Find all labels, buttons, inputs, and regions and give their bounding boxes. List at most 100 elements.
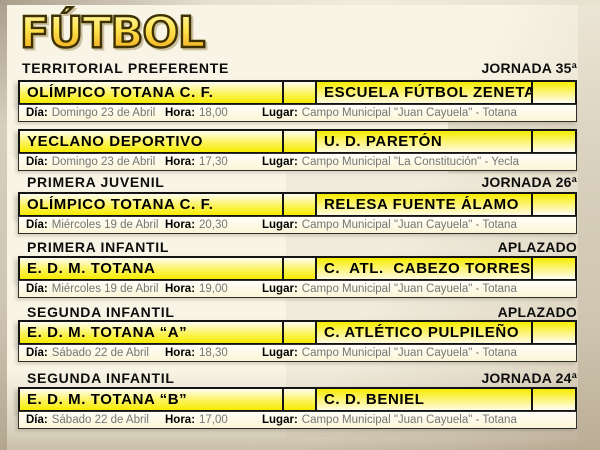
section-title: SEGUNDA INFANTIL (27, 304, 175, 320)
match-day: Día: Domingo 23 de Abril (26, 156, 165, 168)
match-info-row: Día: Sábado 22 de Abril Hora: 17,00 Luga… (18, 411, 577, 429)
match-day: Día: Miércoles 19 de Abril (26, 219, 165, 231)
away-team-cell: C. ATL. CABEZO TORRES (315, 258, 531, 279)
match-day: Día: Domingo 23 de Abril (26, 107, 165, 119)
section-tag: JORNADA 26ª (481, 174, 577, 190)
venue-value: Campo Municipal "Juan Cayuela" - Totana (301, 219, 517, 231)
away-team-cell: U. D. PARETÓN (315, 131, 531, 152)
day-value: Miércoles 19 de Abril (51, 219, 159, 231)
end-cell (531, 131, 575, 152)
time-value: 20,30 (199, 219, 228, 231)
divider-cell (282, 82, 315, 103)
day-value: Miércoles 19 de Abril (51, 283, 159, 295)
venue-value: Campo Municipal "Juan Cayuela" - Totana (301, 107, 517, 119)
match-venue: Lugar: Campo Municipal "Juan Cayuela" - … (262, 283, 576, 295)
time-label: Hora: (165, 414, 196, 426)
time-value: 19,00 (199, 283, 228, 295)
match-time: Hora: 19,00 (165, 283, 262, 295)
away-team-name: C. D. BENIEL (324, 391, 425, 408)
day-label: Día: (26, 347, 48, 359)
divider-cell (282, 194, 315, 215)
time-label: Hora: (165, 219, 196, 231)
day-value: Domingo 23 de Abril (51, 107, 156, 119)
match-info-row: Día: Domingo 23 de Abril Hora: 17,30 Lug… (18, 153, 577, 171)
away-team-name: ESCUELA FÚTBOL ZENETA (324, 84, 531, 101)
away-team-name: U. D. PARETÓN (324, 133, 443, 150)
day-value: Sábado 22 de Abril (51, 414, 149, 426)
home-team-name: OLÍMPICO TOTANA C. F. (27, 84, 214, 101)
time-label: Hora: (165, 347, 196, 359)
end-cell (531, 82, 575, 103)
venue-value: Campo Municipal "La Constitución" - Yecl… (301, 156, 519, 168)
match-venue: Lugar: Campo Municipal "La Constitución"… (262, 156, 576, 168)
day-label: Día: (26, 156, 48, 168)
away-team-cell: RELESA FUENTE ÁLAMO (315, 194, 531, 215)
venue-label: Lugar: (262, 283, 298, 295)
time-value: 17,30 (199, 156, 228, 168)
venue-value: Campo Municipal "Juan Cayuela" - Totana (301, 283, 517, 295)
home-team-name: YECLANO DEPORTIVO (27, 133, 204, 150)
away-team-cell: C. D. BENIEL (315, 389, 531, 410)
venue-label: Lugar: (262, 107, 298, 119)
day-label: Día: (26, 219, 48, 231)
section-title: SEGUNDA INFANTIL (27, 370, 175, 386)
section-heading: PRIMERA INFANTIL APLAZADO (22, 239, 577, 255)
home-team-cell: E. D. M. TOTANA “A” (20, 322, 282, 343)
home-team-cell: OLÍMPICO TOTANA C. F. (20, 82, 282, 103)
end-cell (531, 322, 575, 343)
match-row: OLÍMPICO TOTANA C. F. ESCUELA FÚTBOL ZEN… (18, 80, 577, 105)
section-tag: APLAZADO (497, 304, 577, 320)
away-team-cell: C. ATLÉTICO PULPILEÑO (315, 322, 531, 343)
match-row: YECLANO DEPORTIVO U. D. PARETÓN (18, 129, 577, 154)
time-label: Hora: (165, 283, 196, 295)
home-team-name: E. D. M. TOTANA “B” (27, 391, 188, 408)
match-row: E. D. M. TOTANA “B” C. D. BENIEL (18, 387, 577, 412)
day-label: Día: (26, 283, 48, 295)
home-team-cell: YECLANO DEPORTIVO (20, 131, 282, 152)
time-value: 17,00 (199, 414, 228, 426)
venue-label: Lugar: (262, 219, 298, 231)
venue-label: Lugar: (262, 156, 298, 168)
time-label: Hora: (165, 156, 196, 168)
section-heading: SEGUNDA INFANTIL JORNADA 24ª (22, 370, 577, 386)
day-value: Domingo 23 de Abril (51, 156, 156, 168)
match-time: Hora: 18,30 (165, 347, 262, 359)
section-heading: PRIMERA JUVENIL JORNADA 26ª (22, 174, 577, 190)
end-cell (531, 194, 575, 215)
home-team-cell: E. D. M. TOTANA “B” (20, 389, 282, 410)
end-cell (531, 258, 575, 279)
match-row: E. D. M. TOTANA “A” C. ATLÉTICO PULPILEÑ… (18, 320, 577, 345)
divider-cell (282, 258, 315, 279)
divider-cell (282, 322, 315, 343)
match-info-row: Día: Miércoles 19 de Abril Hora: 19,00 L… (18, 280, 577, 298)
home-team-cell: OLÍMPICO TOTANA C. F. (20, 194, 282, 215)
top-edge-strip (0, 0, 600, 5)
match-info-row: Día: Miércoles 19 de Abril Hora: 20,30 L… (18, 216, 577, 234)
right-edge-strip (578, 0, 600, 450)
away-team-name: C. ATL. CABEZO TORRES (324, 260, 531, 277)
match-venue: Lugar: Campo Municipal "Juan Cayuela" - … (262, 414, 576, 426)
section-heading: TERRITORIAL PREFERENTE JORNADA 35ª (22, 60, 577, 76)
match-time: Hora: 20,30 (165, 219, 262, 231)
away-team-name: C. ATLÉTICO PULPILEÑO (324, 324, 520, 341)
home-team-name: E. D. M. TOTANA “A” (27, 324, 188, 341)
section-title: PRIMERA INFANTIL (27, 239, 170, 255)
section-title: PRIMERA JUVENIL (27, 174, 165, 190)
match-time: Hora: 17,30 (165, 156, 262, 168)
match-time: Hora: 18,00 (165, 107, 262, 119)
match-day: Día: Sábado 22 de Abril (26, 347, 165, 359)
away-team-name: RELESA FUENTE ÁLAMO (324, 196, 520, 213)
section-tag: JORNADA 35ª (481, 60, 577, 76)
section-title: TERRITORIAL PREFERENTE (22, 60, 230, 76)
match-venue: Lugar: Campo Municipal "Juan Cayuela" - … (262, 347, 576, 359)
match-venue: Lugar: Campo Municipal "Juan Cayuela" - … (262, 219, 576, 231)
section-tag: JORNADA 24ª (481, 370, 577, 386)
home-team-name: E. D. M. TOTANA (27, 260, 156, 277)
home-team-cell: E. D. M. TOTANA (20, 258, 282, 279)
day-label: Día: (26, 107, 48, 119)
home-team-name: OLÍMPICO TOTANA C. F. (27, 196, 214, 213)
venue-label: Lugar: (262, 414, 298, 426)
section-tag: APLAZADO (497, 239, 577, 255)
away-team-cell: ESCUELA FÚTBOL ZENETA (315, 82, 531, 103)
